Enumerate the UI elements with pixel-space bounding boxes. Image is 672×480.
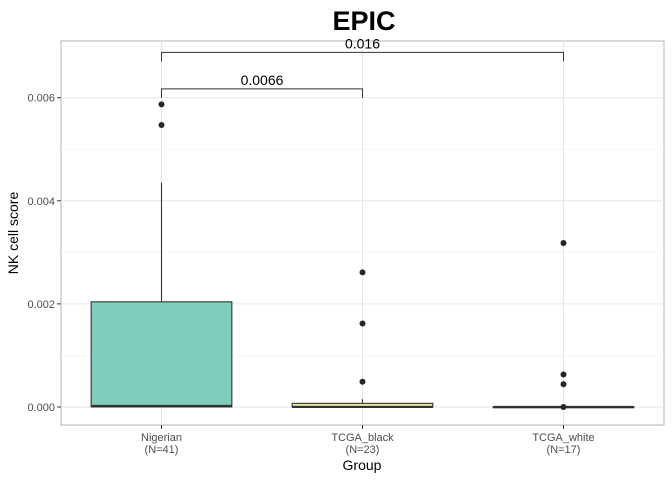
- outlier-point-tcga-black: [359, 320, 366, 327]
- x-tick-label: TCGA_white: [532, 432, 594, 444]
- outlier-point-nigerian: [158, 101, 165, 108]
- outlier-point-tcga-white: [560, 403, 567, 410]
- y-tick-label: 0.004: [27, 196, 55, 208]
- outlier-point-nigerian: [158, 122, 165, 129]
- chart-title: EPIC: [332, 6, 395, 36]
- outlier-point-tcga-white: [560, 371, 567, 378]
- y-axis-ticks: 0.000 0.002 0.004 0.006: [27, 93, 61, 414]
- outlier-point-tcga-black: [359, 269, 366, 276]
- x-tick-count-label: (N=41): [145, 444, 179, 456]
- p-value-label: 0.0066: [241, 72, 284, 88]
- y-tick-label: 0.002: [27, 299, 55, 311]
- outlier-points: [158, 101, 567, 410]
- outlier-point-tcga-white: [560, 240, 567, 247]
- significance-bracket: [161, 88, 363, 98]
- significance-bracket: [161, 51, 564, 62]
- box-nigerian: [90, 301, 233, 408]
- x-axis-ticks: Nigerian(N=41) TCGA_black(N=23) TCGA_white…: [141, 425, 595, 456]
- p-value-label: 0.016: [345, 35, 380, 51]
- significance-brackets: 0.0066 0.016: [161, 35, 564, 98]
- x-tick-count-label: (N=17): [547, 444, 581, 456]
- outlier-point-tcga-white: [560, 381, 567, 388]
- y-axis-label: NK cell score: [5, 192, 21, 275]
- x-tick-label: TCGA_black: [331, 432, 394, 444]
- outlier-point-tcga-black: [359, 378, 366, 385]
- x-axis-label: Group: [343, 457, 382, 473]
- boxes: [90, 182, 635, 409]
- y-tick-label: 0.000: [27, 402, 55, 414]
- x-tick-label: Nigerian: [141, 432, 182, 444]
- y-tick-label: 0.006: [27, 93, 55, 105]
- x-tick-count-label: (N=23): [346, 444, 380, 456]
